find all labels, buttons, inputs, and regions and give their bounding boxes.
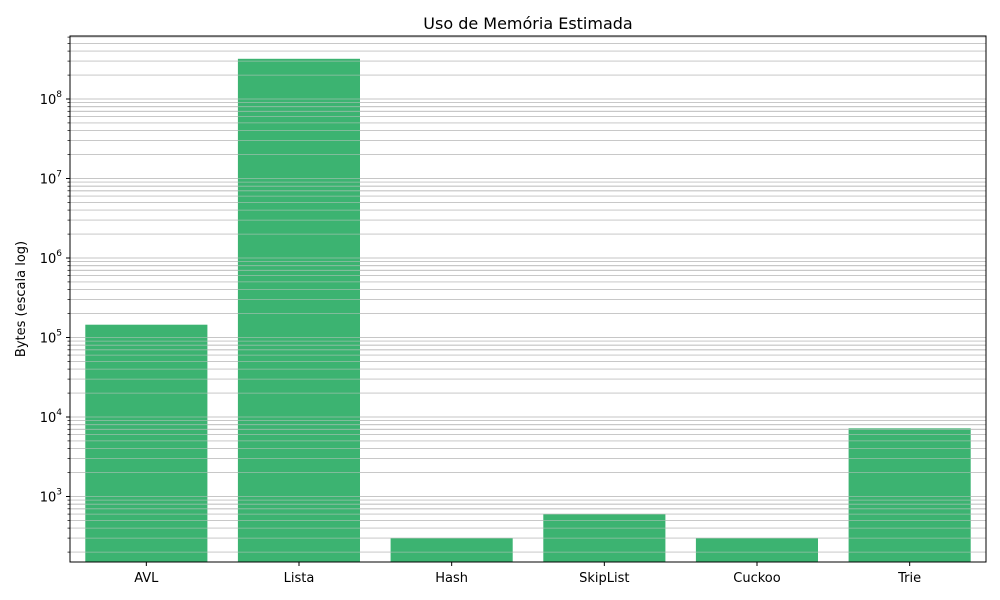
y-tick-exponent: 6 [56, 249, 62, 259]
bar-lista [237, 58, 360, 563]
bar-avl [85, 324, 208, 562]
y-tick-exponent: 8 [56, 90, 62, 100]
y-tick-label: 105 [40, 329, 62, 347]
plot-area-frame [69, 35, 987, 563]
y-tick-label: 107 [40, 170, 62, 188]
y-tick-base: 10 [40, 93, 57, 108]
x-tick-label-hash: Hash [435, 571, 468, 586]
bars [85, 58, 971, 563]
chart-title: Uso de Memória Estimada [423, 14, 632, 33]
bar-cuckoo [695, 538, 818, 562]
x-tick-label-lista: Lista [284, 571, 315, 586]
y-tick-base: 10 [40, 332, 57, 347]
y-tick-exponent: 3 [56, 488, 62, 498]
y-tick-base: 10 [40, 411, 57, 426]
x-axis-ticks: AVL Lista Hash SkipList Cuckoo Trie [134, 562, 921, 586]
x-tick-label-avl: AVL [134, 571, 159, 586]
y-tick-base: 10 [40, 491, 57, 506]
y-tick-label: 104 [40, 408, 63, 426]
y-tick-label: 106 [40, 249, 63, 267]
y-tick-base: 10 [40, 252, 57, 267]
y-tick-exponent: 5 [56, 329, 62, 339]
y-tick-exponent: 4 [56, 408, 62, 418]
bar-trie [848, 428, 971, 562]
y-tick-label: 103 [40, 488, 62, 506]
y-tick-exponent: 7 [56, 170, 62, 180]
grid-lines-over-bars [70, 36, 986, 553]
y-tick-label: 108 [40, 90, 63, 108]
y-axis-label: Bytes (escala log) [14, 241, 29, 357]
x-tick-label-cuckoo: Cuckoo [733, 571, 780, 586]
y-tick-base: 10 [40, 173, 57, 188]
x-tick-label-trie: Trie [897, 571, 921, 586]
x-tick-label-skiplist: SkipList [579, 571, 629, 586]
bar-hash [390, 538, 513, 562]
